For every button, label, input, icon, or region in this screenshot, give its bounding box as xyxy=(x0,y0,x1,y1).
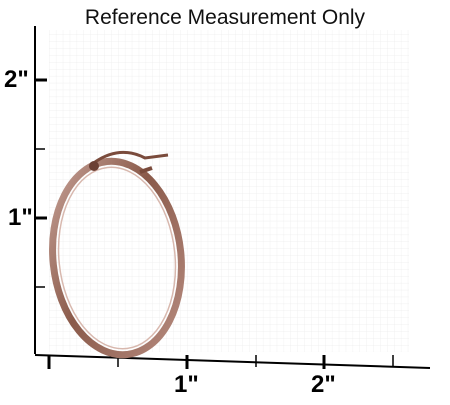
grid-background xyxy=(49,30,409,352)
page-title: Reference Measurement Only xyxy=(84,6,366,29)
horizontal-label-1in: 1" xyxy=(174,371,199,398)
vertical-label-2in: 2" xyxy=(4,66,29,93)
vertical-label-1in: 1" xyxy=(8,204,33,231)
horizontal-label-2in: 2" xyxy=(311,371,336,398)
earring-image xyxy=(49,150,185,359)
horizontal-axis xyxy=(34,354,431,369)
